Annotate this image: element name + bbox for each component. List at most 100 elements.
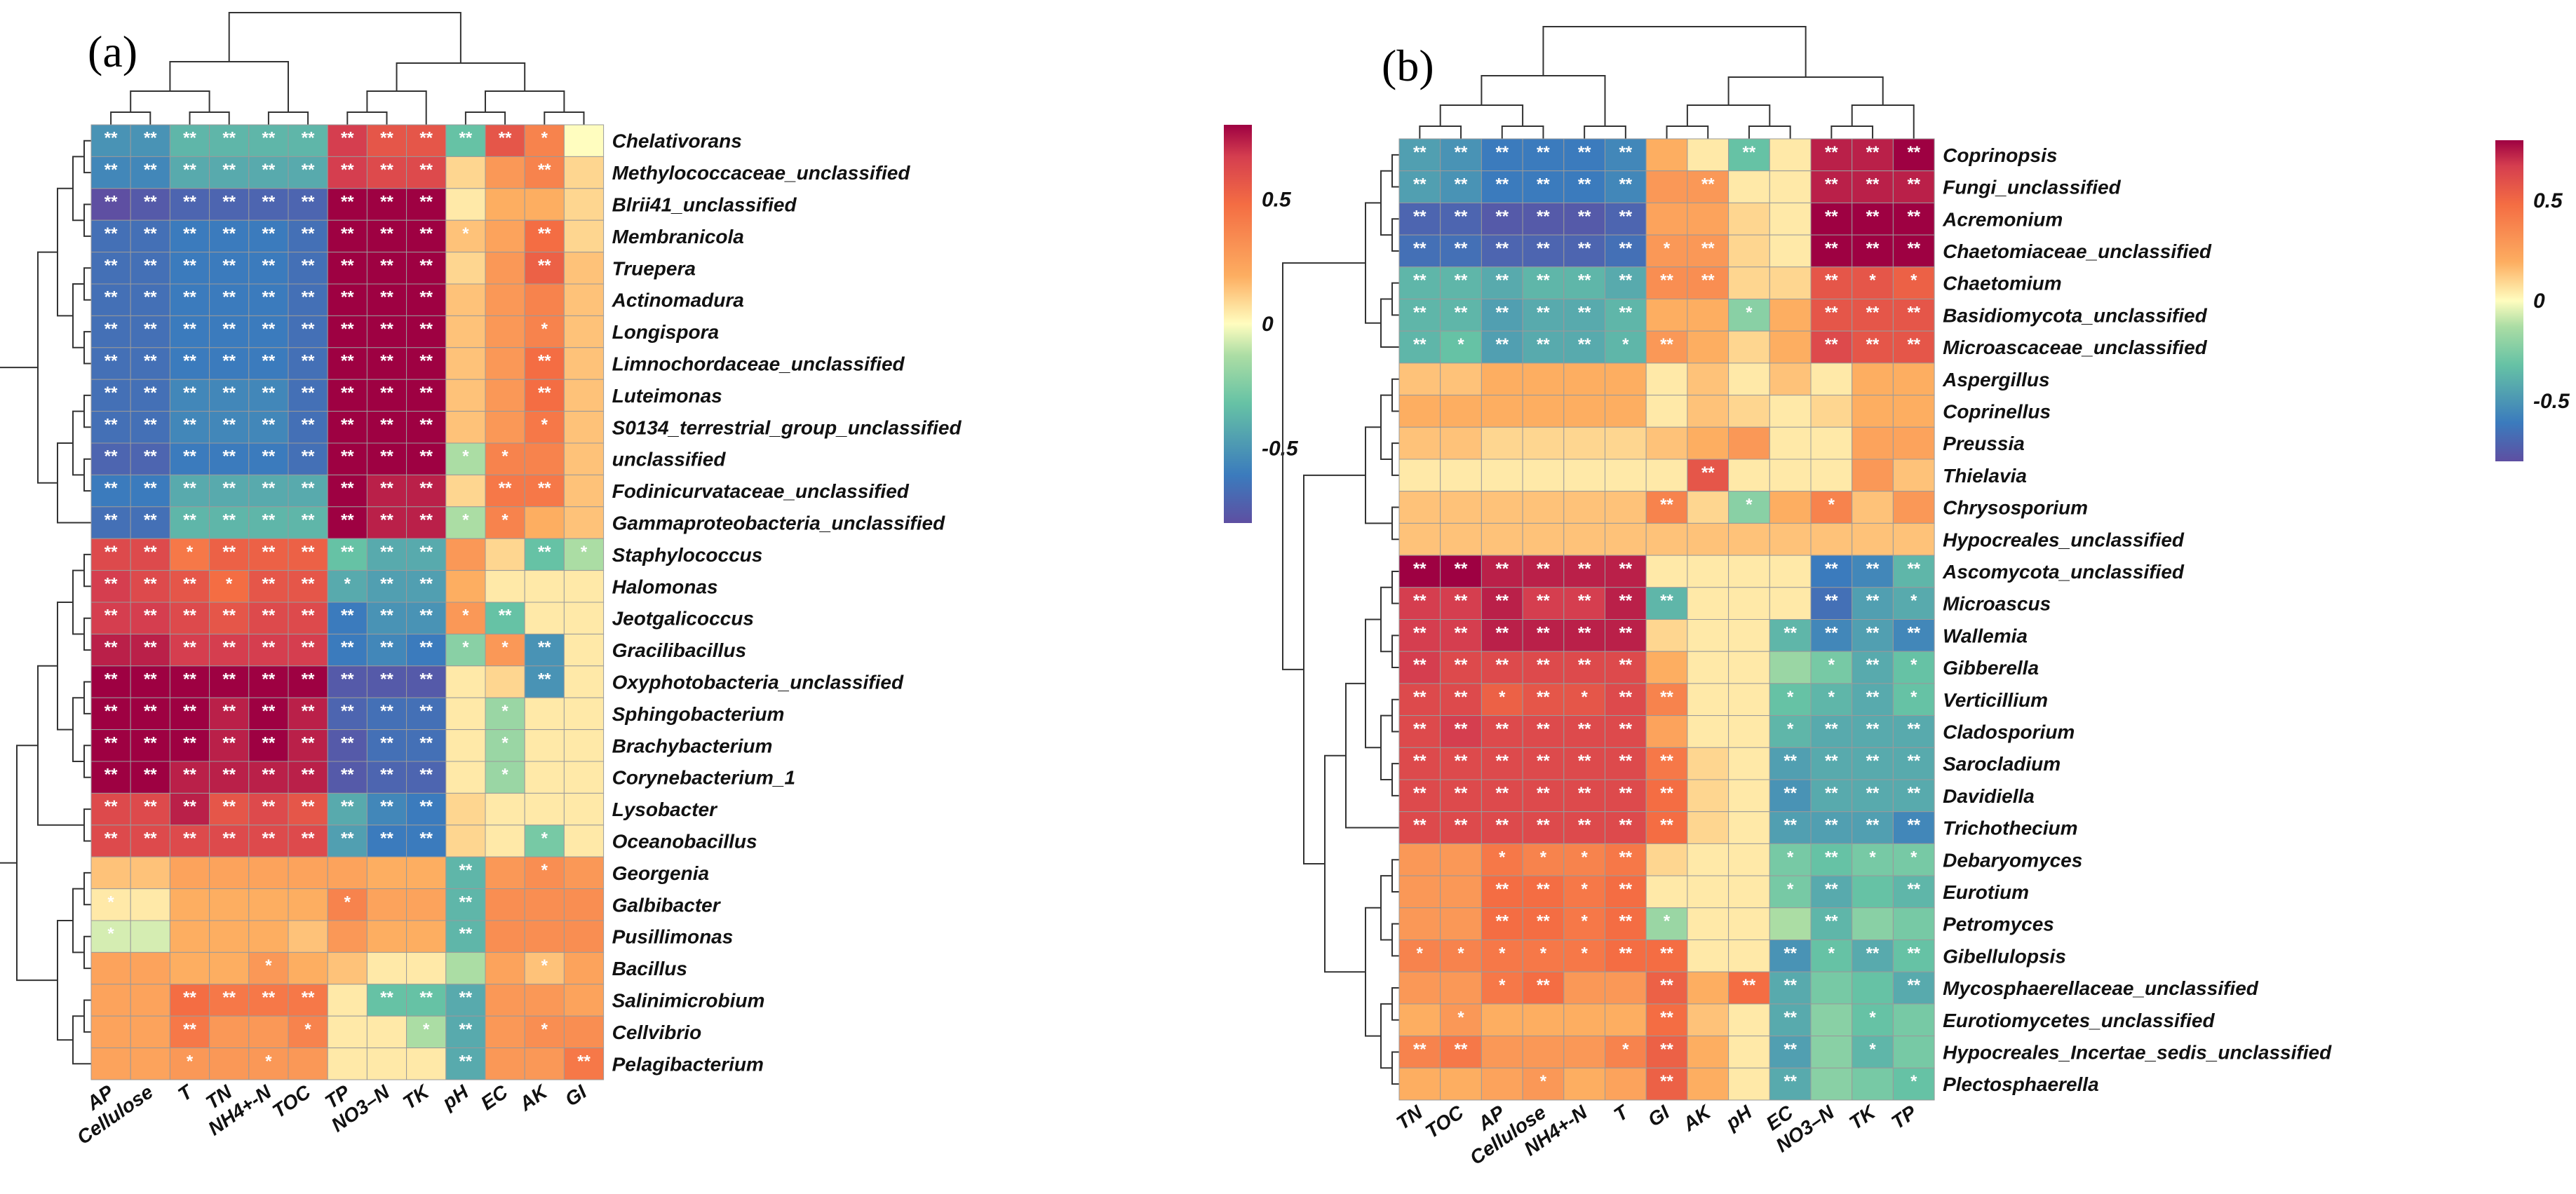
heatmap-cell (1522, 715, 1565, 748)
significance-mark: ** (1578, 239, 1591, 258)
significance-mark: ** (222, 320, 236, 339)
significance-mark: * (1457, 335, 1464, 354)
heatmap-cell (1769, 330, 1812, 364)
heatmap-cell (445, 570, 486, 603)
significance-mark: ** (144, 320, 157, 339)
heatmap-cell (209, 538, 250, 571)
heatmap-cell (1852, 779, 1894, 813)
heatmap-cell (1728, 747, 1770, 780)
significance-mark: ** (1537, 175, 1550, 194)
heatmap-cell (209, 347, 250, 380)
significance-mark: ** (262, 543, 276, 562)
dendrogram-branch (1345, 682, 1399, 829)
heatmap-cell (248, 856, 289, 890)
significance-mark: ** (262, 129, 276, 148)
heatmap-cell (1481, 362, 1523, 396)
heatmap-cell (366, 602, 407, 635)
significance-mark: ** (104, 829, 118, 848)
heatmap-cell (1645, 202, 1688, 236)
heatmap-cell (1769, 234, 1812, 268)
heatmap-cell (130, 124, 170, 157)
dendrogram-branch (1391, 859, 1399, 893)
heatmap-cell (485, 856, 525, 890)
heatmap-cell (1687, 651, 1729, 684)
heatmap-cell (327, 665, 367, 698)
significance-mark: ** (144, 702, 157, 721)
heatmap-cell (1398, 299, 1441, 332)
significance-mark: ** (1866, 688, 1880, 707)
significance-mark: ** (1578, 143, 1591, 162)
heatmap-cell (1892, 234, 1935, 268)
significance-mark: ** (1619, 303, 1632, 322)
significance-mark: * (1787, 880, 1794, 899)
significance-mark: ** (1413, 175, 1427, 194)
significance-mark: * (541, 956, 548, 975)
significance-mark: ** (419, 479, 433, 498)
heatmap-cell (1892, 907, 1935, 941)
heatmap-cell (1769, 299, 1812, 332)
heatmap-cell (524, 442, 565, 475)
heatmap-cell (1481, 875, 1523, 909)
heatmap-cell (1728, 843, 1770, 876)
significance-mark: ** (1413, 207, 1427, 226)
significance-mark: ** (1825, 175, 1838, 194)
heatmap-cell (485, 570, 525, 603)
significance-mark: ** (1660, 688, 1673, 707)
heatmap-cell (1645, 843, 1688, 876)
significance-mark: ** (1455, 656, 1468, 674)
heatmap-cell (1522, 1036, 1565, 1069)
significance-mark: ** (1660, 592, 1673, 611)
significance-mark: ** (1537, 592, 1550, 611)
heatmap-cell (1563, 459, 1606, 492)
dendrogram-branch (83, 553, 91, 588)
heatmap-cell (1687, 715, 1729, 748)
significance-mark: ** (1578, 752, 1591, 771)
heatmap-cell (1810, 1067, 1853, 1101)
significance-mark: * (462, 606, 469, 625)
significance-mark: ** (341, 670, 354, 689)
heatmap-cell (445, 602, 486, 635)
significance-mark: * (541, 320, 548, 339)
heatmap-cell (1769, 1003, 1812, 1037)
significance-mark: ** (104, 479, 118, 498)
heatmap-cell (1810, 362, 1853, 396)
heatmap-cell (248, 697, 289, 731)
heatmap-cell (524, 665, 565, 698)
significance-mark: ** (1578, 816, 1591, 835)
significance-mark: ** (1619, 207, 1632, 226)
dendrogram-branch (72, 156, 84, 222)
significance-mark: ** (302, 829, 315, 848)
significance-mark: * (541, 861, 548, 880)
column-label: TP (1887, 1101, 1920, 1133)
significance-mark: ** (1537, 720, 1550, 739)
significance-mark: ** (1866, 623, 1880, 642)
heatmap-cell (288, 697, 328, 731)
significance-mark: ** (1537, 335, 1550, 354)
significance-mark: ** (104, 511, 118, 530)
heatmap-cell (327, 1047, 367, 1080)
heatmap-cell (366, 761, 407, 794)
heatmap-cell (1440, 747, 1482, 780)
row-label: Coprinopsis (1943, 144, 2057, 166)
significance-mark: ** (1413, 752, 1427, 771)
heatmap-cell (1563, 619, 1606, 652)
heatmap-cell (1398, 330, 1441, 364)
significance-mark: ** (1413, 559, 1427, 578)
heatmap-cell (90, 665, 131, 698)
heatmap-cell (130, 984, 170, 1017)
heatmap-cell (130, 474, 170, 508)
significance-mark: ** (183, 447, 196, 466)
row-label: Oceanobacillus (612, 831, 757, 853)
heatmap-cell (1440, 811, 1482, 844)
significance-mark: ** (144, 415, 157, 434)
heatmap-cell (288, 920, 328, 953)
heatmap-cell (445, 188, 486, 221)
dendrogram-branch (485, 90, 565, 112)
significance-mark: * (462, 638, 469, 657)
heatmap-cell (1645, 522, 1688, 556)
heatmap-cell (563, 474, 605, 508)
row-label: Lysobacter (612, 799, 718, 820)
significance-mark: ** (104, 574, 118, 593)
significance-mark: ** (459, 1020, 473, 1039)
heatmap-cell (1852, 202, 1894, 236)
